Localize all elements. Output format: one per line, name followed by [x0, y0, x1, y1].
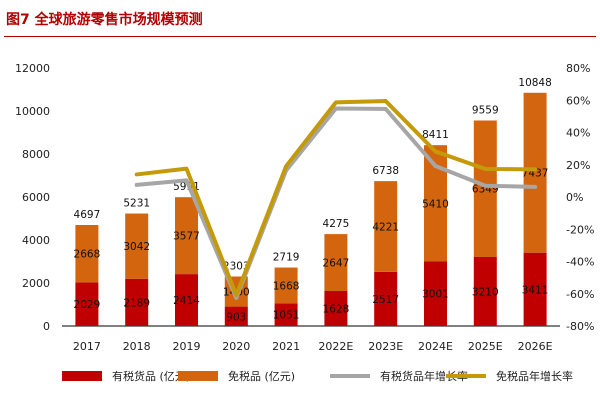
y-left-tick-label: 6000 [22, 191, 50, 204]
bar-dutyfree [324, 234, 348, 291]
legend-item-dutypaid-growth: 有税货品年增长率 [330, 368, 468, 384]
legend-item-dutyfree-growth: 免税品年增长率 [446, 368, 573, 384]
bar-dutyfree [523, 92, 547, 253]
data-label-dutypaid: 3411 [522, 284, 549, 296]
data-label-dutypaid: 903 [226, 311, 246, 323]
data-label-total: 2719 [273, 252, 300, 264]
data-label-dutypaid: 1051 [273, 310, 300, 322]
data-label-total: 10848 [518, 77, 551, 89]
data-label-dutypaid: 3210 [472, 286, 499, 298]
line-dutypaid-growth [134, 106, 538, 300]
legend-item-dutypaid: 有税货品 (亿元) [62, 368, 190, 384]
bar-dutypaid [324, 290, 348, 326]
y-right-tick-label: 40% [566, 127, 590, 140]
data-label-dutyfree: 3577 [173, 231, 200, 243]
legend-label-dutypaid: 有税货品 (亿元) [112, 370, 191, 383]
y-left-tick-label: 12000 [15, 62, 50, 75]
x-tick-label: 2026E [518, 340, 553, 353]
y-left-tick-label: 8000 [22, 148, 50, 161]
bar-dutypaid [473, 256, 497, 326]
data-label-total: 4697 [74, 209, 101, 221]
legend-swatch-dutyfree-growth [446, 374, 486, 378]
x-tick-label: 2018 [123, 340, 151, 353]
bar-dutypaid [374, 271, 398, 326]
data-label-dutypaid: 2414 [173, 295, 200, 307]
bar-dutypaid [523, 252, 547, 326]
legend-label-dutyfree-growth: 免税品年增长率 [496, 370, 573, 383]
y-left-tick-label: 2000 [22, 277, 50, 290]
bar-dutyfree [125, 213, 149, 279]
bar-dutyfree [424, 145, 447, 262]
x-tick-label: 2022E [318, 340, 353, 353]
bar-dutyfree [75, 225, 99, 283]
bar-dutypaid [274, 303, 298, 326]
data-label-dutyfree: 2668 [74, 249, 101, 261]
bar-dutyfree [274, 267, 298, 304]
x-tick-label: 2021 [272, 340, 300, 353]
data-label-total: 6738 [372, 165, 399, 177]
data-label-dutyfree: 2647 [323, 258, 350, 270]
legend-swatch-dutypaid-growth [330, 374, 370, 378]
legend-swatch-dutypaid [62, 371, 102, 381]
data-label-total: 2303 [223, 260, 250, 272]
figure-title: 图7 全球旅游零售市场规模预测 [6, 12, 203, 28]
x-tick-label: 2017 [73, 340, 101, 353]
bar-dutyfree [473, 120, 497, 257]
y-left-tick-label: 0 [43, 320, 50, 333]
legend-swatch-dutyfree [178, 371, 218, 381]
bar-dutypaid [424, 261, 447, 326]
y-left-tick-label: 4000 [22, 234, 50, 247]
data-label-dutyfree: 4221 [372, 222, 399, 234]
bar-dutypaid [175, 274, 198, 326]
data-label-dutyfree: 5410 [422, 198, 449, 210]
data-label-total: 5231 [123, 198, 150, 210]
data-label-total: 8411 [422, 129, 449, 141]
data-label-dutypaid: 1628 [323, 303, 350, 315]
y-right-tick-label: -40% [566, 256, 594, 269]
bar-dutypaid [224, 306, 248, 326]
title-bar: 图7 全球旅游零售市场规模预测 [4, 2, 596, 37]
legend-label-dutypaid-growth: 有税货品年增长率 [380, 370, 468, 383]
y-right-tick-label: -60% [566, 288, 594, 301]
data-label-dutyfree: 1668 [273, 280, 300, 292]
y-right-tick-label: -80% [566, 320, 594, 333]
y-right-tick-label: 60% [566, 94, 590, 107]
bar-dutypaid [75, 282, 99, 326]
bar-dutyfree [175, 197, 198, 275]
legend-item-dutyfree: 免税品 (亿元) [178, 368, 295, 384]
line-dutyfree-growth [134, 99, 538, 298]
bar-dutypaid [125, 278, 149, 326]
y-left-tick-label: 10000 [15, 105, 50, 118]
y-right-tick-label: 0% [566, 191, 583, 204]
data-label-dutypaid: 2189 [123, 297, 150, 309]
bar-dutyfree [374, 181, 398, 272]
x-tick-label: 2025E [468, 340, 503, 353]
data-label-dutyfree: 3042 [123, 241, 150, 253]
data-label-dutypaid: 2029 [74, 299, 101, 311]
data-label-dutypaid: 2517 [372, 294, 399, 306]
y-right-tick-label: 20% [566, 159, 590, 172]
legend-label-dutyfree: 免税品 (亿元) [228, 370, 296, 383]
legend: 有税货品 (亿元) 免税品 (亿元) 有税货品年增长率 免税品年增长率 [0, 368, 600, 388]
x-tick-label: 2024E [418, 340, 453, 353]
x-tick-label: 2023E [368, 340, 403, 353]
x-tick-label: 2019 [173, 340, 201, 353]
data-label-total: 4275 [323, 218, 350, 230]
y-right-tick-label: -20% [566, 223, 594, 236]
y-right-tick-label: 80% [566, 62, 590, 75]
data-label-dutypaid: 3001 [422, 289, 449, 301]
x-tick-label: 2020 [222, 340, 250, 353]
data-label-total: 9559 [472, 104, 499, 116]
